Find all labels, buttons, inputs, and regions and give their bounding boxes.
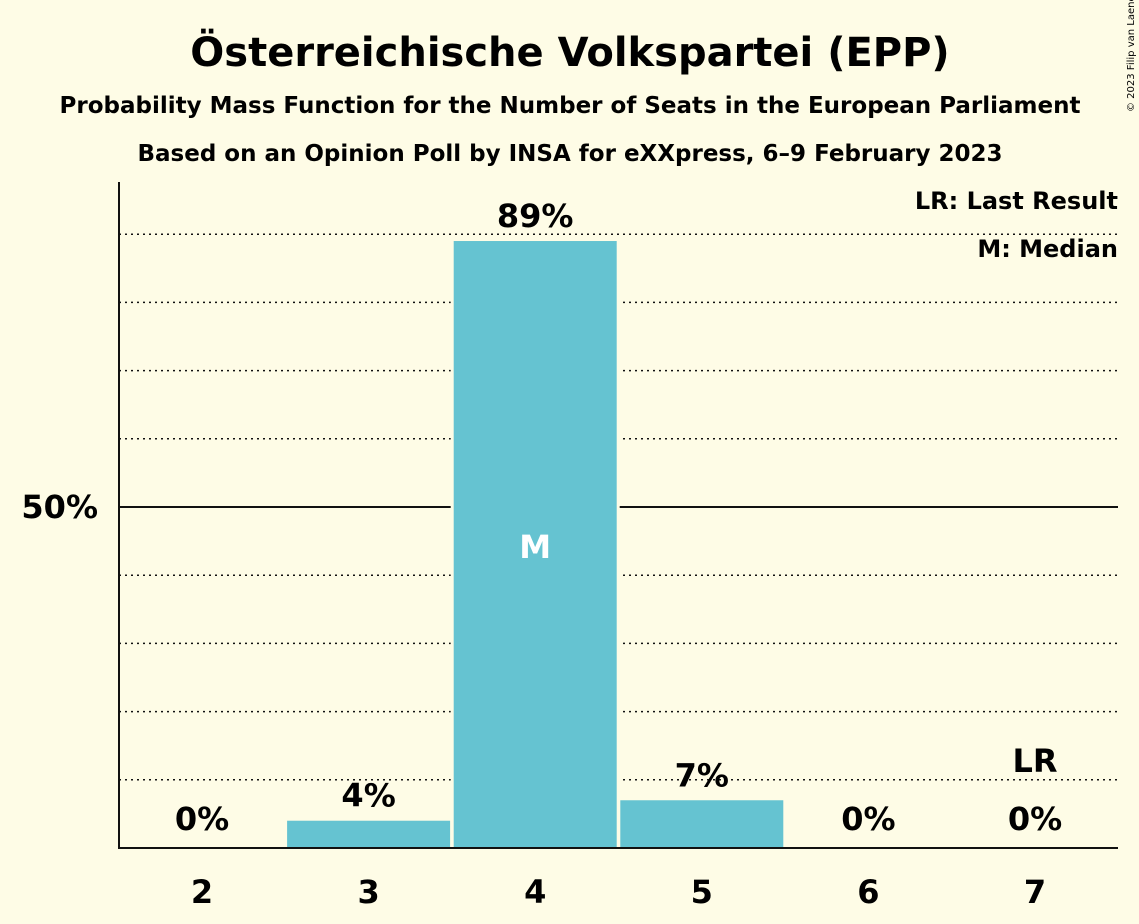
data-labels: 0% 4% 89% 7% 0% 0% M LR [175, 197, 1062, 838]
bars [284, 238, 787, 848]
bar-3 [287, 820, 451, 848]
x-tick-label-7: 7 [1024, 873, 1046, 911]
last-result-marker: LR [1012, 742, 1057, 780]
x-tick-label-4: 4 [524, 873, 546, 911]
legend-last-result: LR: Last Result [915, 187, 1118, 215]
data-label-6: 0% [841, 800, 895, 838]
x-tick-label-3: 3 [357, 873, 379, 911]
bar-4 [453, 241, 617, 848]
x-tick-label-2: 2 [191, 873, 213, 911]
y-tick-labels: 50% [21, 488, 98, 526]
copyright-notice: © 2023 Filip van Laenen [1126, 0, 1137, 112]
chart-subtitle: Probability Mass Function for the Number… [60, 93, 1081, 119]
axes [118, 182, 1118, 849]
x-tick-label-5: 5 [691, 873, 713, 911]
x-tick-labels: 2 3 4 5 6 7 [191, 873, 1046, 911]
median-marker: M [519, 528, 551, 566]
data-label-5: 7% [675, 756, 729, 794]
data-label-7: 0% [1008, 800, 1062, 838]
chart-title: Österreichische Volkspartei (EPP) [190, 28, 949, 76]
data-label-3: 4% [341, 777, 395, 815]
y-tick-label: 50% [21, 488, 98, 526]
x-tick-label-6: 6 [857, 873, 879, 911]
chart-source: Based on an Opinion Poll by INSA for eXX… [137, 141, 1002, 167]
legend-median: M: Median [977, 235, 1118, 263]
bar-5 [620, 800, 784, 848]
data-label-4: 89% [497, 197, 574, 235]
data-label-2: 0% [175, 800, 229, 838]
